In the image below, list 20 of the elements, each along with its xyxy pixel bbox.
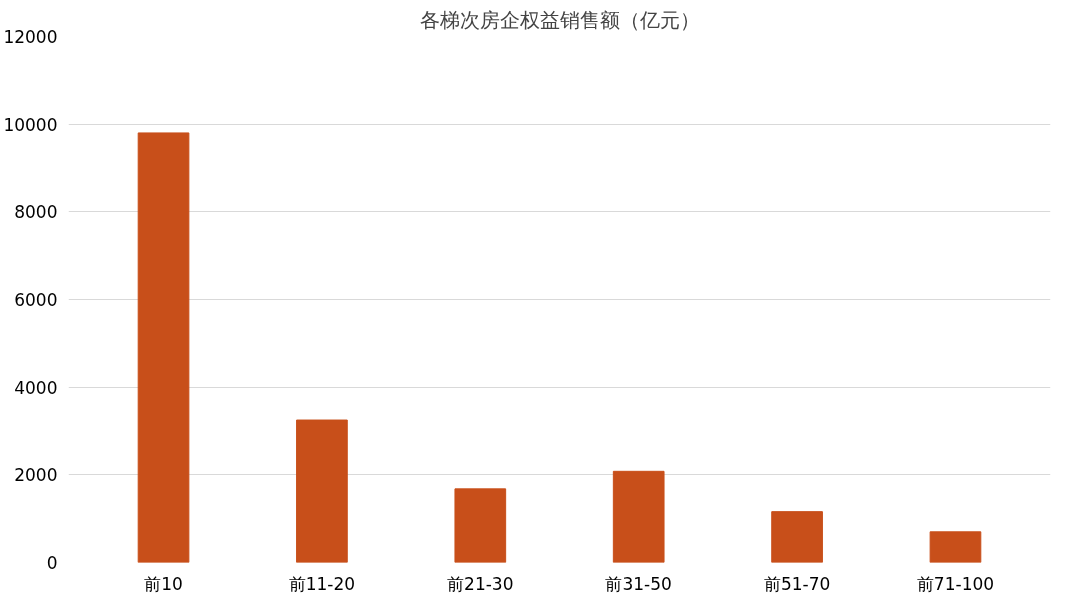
x-tick-label: 前11-20 — [288, 573, 356, 594]
x-tick-label: 前21-30 — [447, 573, 514, 594]
x-tick-label: 前51-70 — [763, 573, 831, 594]
y-tick-label: 2000 — [14, 465, 58, 486]
bar — [296, 419, 348, 563]
y-tick-label: 12000 — [3, 27, 58, 47]
bar — [137, 132, 190, 563]
bar — [612, 470, 665, 563]
bar — [454, 488, 507, 563]
y-tick-label: 8000 — [14, 202, 58, 223]
y-tick-label: 6000 — [14, 290, 58, 310]
y-tick-label: 0 — [46, 553, 58, 573]
y-tick-label: 4000 — [14, 377, 58, 398]
bar — [929, 531, 982, 563]
x-tick-label: 前71-100 — [916, 573, 995, 594]
x-tick-label: 前10 — [144, 573, 183, 594]
chart-title: 各梯次房企权益销售额（亿元） — [419, 7, 700, 32]
bar — [771, 511, 823, 563]
x-tick-label: 前31-50 — [605, 573, 672, 594]
y-tick-label: 10000 — [3, 114, 58, 135]
